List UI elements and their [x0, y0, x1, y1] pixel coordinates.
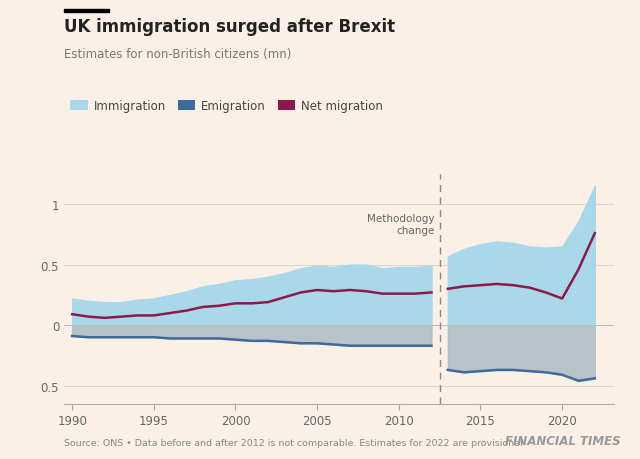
Text: FINANCIAL TIMES: FINANCIAL TIMES	[505, 435, 621, 448]
Legend: Immigration, Emigration, Net migration: Immigration, Emigration, Net migration	[70, 100, 383, 113]
Text: Source: ONS • Data before and after 2012 is not comparable. Estimates for 2022 a: Source: ONS • Data before and after 2012…	[64, 438, 523, 448]
Text: Methodology
change: Methodology change	[367, 213, 435, 235]
Text: UK immigration surged after Brexit: UK immigration surged after Brexit	[64, 18, 395, 36]
Text: Estimates for non-British citizens (mn): Estimates for non-British citizens (mn)	[64, 48, 291, 61]
